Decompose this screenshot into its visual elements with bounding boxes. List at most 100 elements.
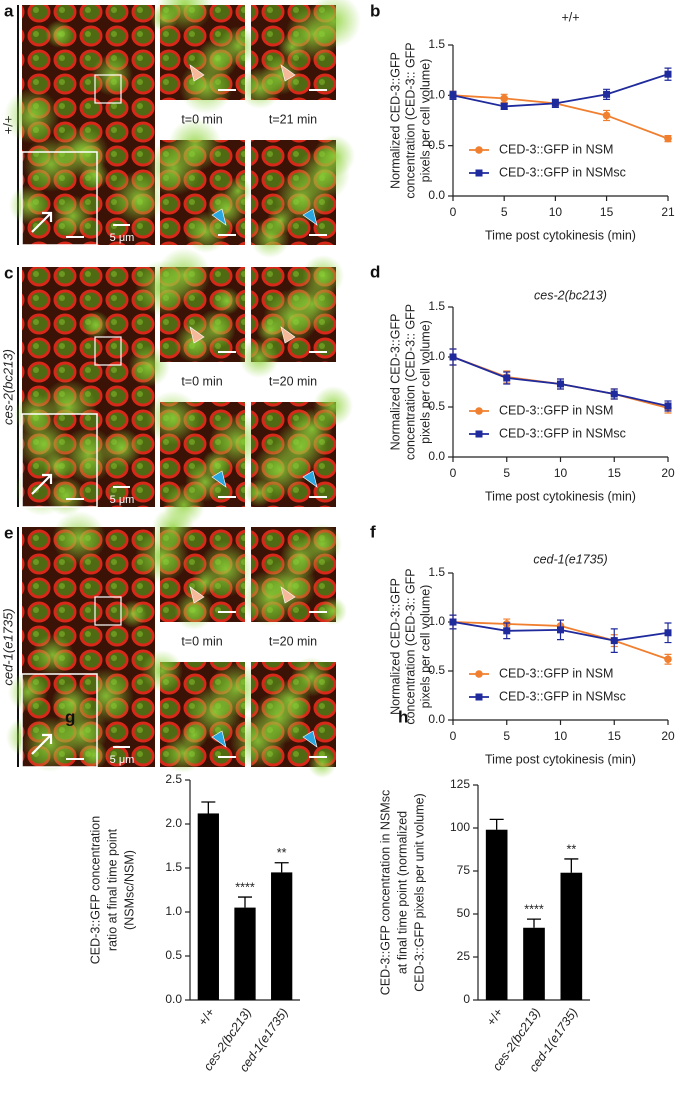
point [449, 353, 457, 361]
micrograph-glow [157, 0, 213, 33]
arrowhead [280, 326, 296, 344]
roi-box [94, 74, 122, 104]
point [664, 70, 672, 78]
micrograph [239, 255, 344, 378]
panel-letter: c [4, 263, 13, 282]
legend-label: CED-3::GFP in NSMsc [499, 689, 626, 703]
bar [523, 927, 545, 1000]
y-axis-label: ratio at final time point [105, 828, 119, 951]
legend-marker [475, 430, 483, 438]
micrograph [250, 135, 355, 258]
y-tick-label: 0.5 [165, 948, 182, 962]
y-tick-label: 1.5 [428, 299, 445, 313]
point [664, 655, 672, 664]
y-tick-label: 0.0 [428, 188, 445, 202]
point [557, 626, 564, 634]
x-axis-label: Time post cytokinesis (min) [485, 489, 636, 503]
y-axis-label: CED-3::GFP concentration in NSMsc [378, 790, 392, 995]
micrograph-glow [168, 118, 222, 172]
point [449, 91, 457, 99]
micrograph [146, 118, 252, 253]
y-tick-label: 1.0 [428, 88, 445, 102]
point [664, 402, 672, 410]
y-tick-label: 0.0 [165, 992, 182, 1006]
legend-marker [475, 693, 483, 701]
arrowhead [189, 64, 205, 82]
micrograph [241, 524, 347, 626]
y-axis-label: concentration (CED-3:: GFP [403, 42, 417, 198]
x-axis-label: Time post cytokinesis (min) [485, 228, 636, 242]
significance-label: ** [277, 846, 287, 860]
y-axis-label: (NSMsc/NSM) [122, 850, 136, 930]
x-tick-label: 21 [661, 205, 675, 219]
micrograph-glow [250, 218, 290, 258]
micrograph-glow [54, 706, 108, 760]
micrograph-glow [60, 427, 116, 483]
y-tick-label: 1.0 [165, 904, 182, 918]
inset-arrow [31, 473, 53, 495]
genotype-label: ces-2(bc213) [0, 349, 15, 425]
panel-letter: f [370, 522, 376, 541]
micrograph-glow [146, 391, 200, 445]
x-tick-label: 15 [600, 205, 614, 219]
micrograph-glow [163, 733, 203, 773]
micrograph-glow [319, 597, 347, 625]
micrograph-glow [261, 55, 301, 95]
genotype-label: ced-1(e1735) [0, 608, 15, 685]
arrowhead [211, 470, 227, 488]
error-bar [527, 918, 541, 928]
arrowhead [280, 64, 296, 82]
point [557, 380, 564, 388]
point [449, 618, 457, 626]
y-axis-label: pixels per cell volume) [418, 585, 432, 709]
x-tick-label: 0 [450, 466, 457, 480]
y-axis-label: Normalized CED-3::GFP [388, 578, 402, 715]
micrograph [150, 0, 258, 114]
y-tick-label: 1.5 [428, 37, 445, 51]
error-bar [238, 896, 252, 908]
x-tick-label: +/+ [196, 1006, 218, 1029]
series-line [452, 73, 669, 108]
chart-title: ces-2(bc213) [534, 288, 607, 302]
y-tick-label: 0.0 [428, 449, 445, 463]
micrograph-glow [52, 195, 94, 237]
micrograph-glow [119, 600, 147, 628]
significance-label: **** [524, 902, 544, 916]
y-axis-label: CED-3::GFP pixels per unit volume) [412, 793, 426, 991]
point [500, 102, 508, 110]
legend-label: CED-3::GFP in NSMsc [499, 426, 626, 440]
micrograph-glow [274, 420, 328, 474]
inset-border [21, 151, 98, 246]
point [500, 94, 508, 103]
micrograph-glow [157, 248, 211, 302]
panel-letter: b [370, 1, 380, 20]
x-tick-label: 15 [608, 466, 622, 480]
micrograph-glow [307, 0, 361, 48]
micrograph-glow [174, 590, 214, 630]
x-tick-label: 10 [554, 466, 568, 480]
x-tick-label: 5 [503, 466, 510, 480]
x-tick-label: 10 [549, 205, 563, 219]
legend-marker [475, 407, 483, 415]
micrograph-glow [218, 26, 258, 66]
x-tick-label: 5 [501, 205, 508, 219]
arrowhead [302, 208, 318, 226]
micrograph-glow [46, 476, 86, 516]
point [602, 111, 611, 120]
micrograph [135, 507, 254, 630]
legend-marker [475, 169, 483, 177]
y-tick-label: 1.5 [428, 565, 445, 579]
micrograph-glow [141, 650, 183, 692]
x-tick-label: 0 [450, 729, 457, 743]
micrograph [8, 672, 108, 772]
micrograph-glow [213, 287, 241, 315]
micrograph-glow [185, 462, 225, 502]
y-axis-label: pixels per cell volume) [418, 59, 432, 183]
error-bar [489, 818, 504, 830]
panel-letter: d [370, 262, 380, 281]
time-label: t=21 min [269, 112, 317, 126]
legend-marker [475, 670, 483, 678]
time-label: t=0 min [181, 634, 222, 648]
bar [485, 829, 508, 1000]
micrograph-glow [207, 189, 247, 229]
